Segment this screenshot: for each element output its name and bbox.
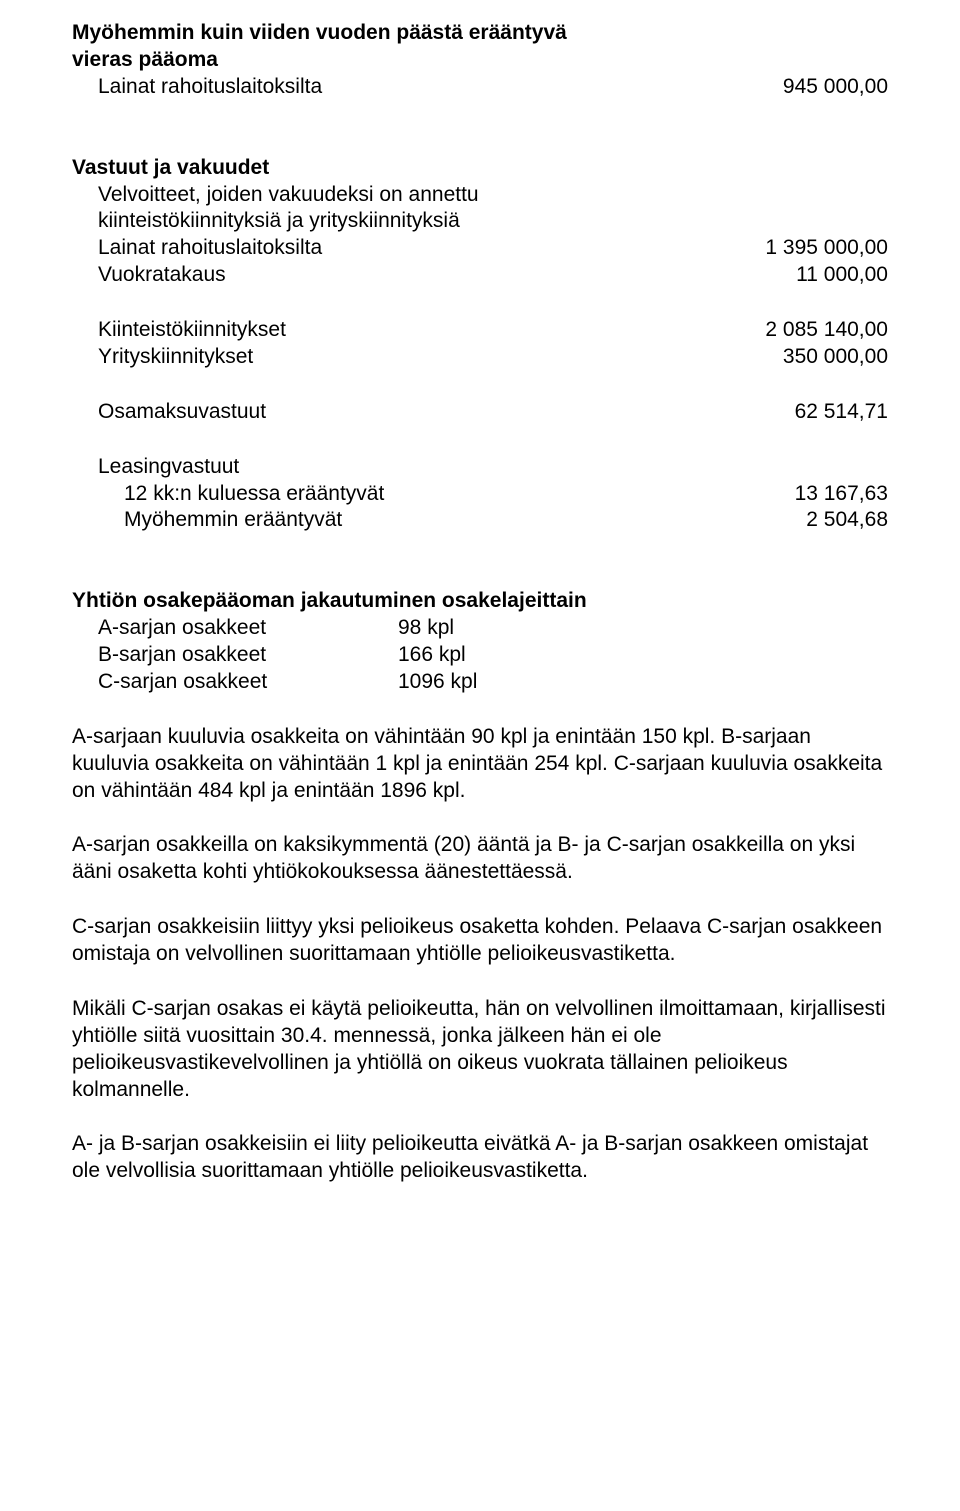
- paragraph-share-limits: A-sarjaan kuuluvia osakkeita on vähintää…: [72, 724, 888, 805]
- row-installment-liabilities: Osamaksuvastuut 62 514,71: [72, 399, 888, 426]
- label-rent-guarantee: Vuokratakaus: [98, 262, 776, 289]
- value-rent-guarantee: 11 000,00: [776, 262, 888, 289]
- value-a-shares: 98 kpl: [398, 615, 454, 642]
- heading-later-liabilities-line2: vieras pääoma: [72, 47, 888, 74]
- row-c-shares: C-sarjan osakkeet 1096 kpl: [72, 669, 888, 696]
- paragraph-play-right-notice: Mikäli C-sarjan osakas ei käytä pelioike…: [72, 996, 888, 1104]
- row-loans-from-institutions-2: Lainat rahoituslaitoksilta 1 395 000,00: [72, 235, 888, 262]
- label-c-shares: C-sarjan osakkeet: [98, 669, 398, 696]
- label-leasing-12m: 12 kk:n kuluessa erääntyvät: [98, 481, 775, 508]
- value-loans-2: 1 395 000,00: [745, 235, 888, 262]
- heading-liabilities-collateral: Vastuut ja vakuudet: [72, 155, 888, 182]
- paragraph-play-right: C-sarjan osakkeisiin liittyy yksi pelioi…: [72, 914, 888, 968]
- value-installment-liabilities: 62 514,71: [775, 399, 888, 426]
- value-leasing-later: 2 504,68: [786, 507, 888, 534]
- label-leasing-later: Myöhemmin erääntyvät: [98, 507, 786, 534]
- value-b-shares: 166 kpl: [398, 642, 466, 669]
- row-business-mortgages: Yrityskiinnitykset 350 000,00: [72, 344, 888, 371]
- paragraph-voting-rights: A-sarjan osakkeilla on kaksikymmentä (20…: [72, 832, 888, 886]
- label-business-mortgages: Yrityskiinnitykset: [98, 344, 763, 371]
- heading-leasing-liabilities: Leasingvastuut: [72, 454, 888, 481]
- subhead-obligations-line1: Velvoitteet, joiden vakuudeksi on annett…: [72, 182, 888, 209]
- label-installment-liabilities: Osamaksuvastuut: [98, 399, 775, 426]
- label-property-mortgages: Kiinteistökiinnitykset: [98, 317, 745, 344]
- label-loans-2: Lainat rahoituslaitoksilta: [98, 235, 745, 262]
- label-a-shares: A-sarjan osakkeet: [98, 615, 398, 642]
- value-c-shares: 1096 kpl: [398, 669, 477, 696]
- value-property-mortgages: 2 085 140,00: [745, 317, 888, 344]
- heading-later-liabilities-line1: Myöhemmin kuin viiden vuoden päästä erää…: [72, 20, 888, 47]
- row-loans-from-institutions-1: Lainat rahoituslaitoksilta 945 000,00: [72, 74, 888, 101]
- value-loans-1: 945 000,00: [763, 74, 888, 101]
- row-leasing-12m: 12 kk:n kuluessa erääntyvät 13 167,63: [72, 481, 888, 508]
- heading-share-capital-split: Yhtiön osakepääoman jakautuminen osakela…: [72, 588, 888, 615]
- row-leasing-later: Myöhemmin erääntyvät 2 504,68: [72, 507, 888, 534]
- value-leasing-12m: 13 167,63: [775, 481, 888, 508]
- paragraph-ab-no-play-right: A- ja B-sarjan osakkeisiin ei liity peli…: [72, 1131, 888, 1185]
- label-b-shares: B-sarjan osakkeet: [98, 642, 398, 669]
- subhead-obligations-line2: kiinteistökiinnityksiä ja yrityskiinnity…: [72, 208, 888, 235]
- row-property-mortgages: Kiinteistökiinnitykset 2 085 140,00: [72, 317, 888, 344]
- row-a-shares: A-sarjan osakkeet 98 kpl: [72, 615, 888, 642]
- label-loans-1: Lainat rahoituslaitoksilta: [98, 74, 763, 101]
- row-b-shares: B-sarjan osakkeet 166 kpl: [72, 642, 888, 669]
- row-rent-guarantee: Vuokratakaus 11 000,00: [72, 262, 888, 289]
- value-business-mortgages: 350 000,00: [763, 344, 888, 371]
